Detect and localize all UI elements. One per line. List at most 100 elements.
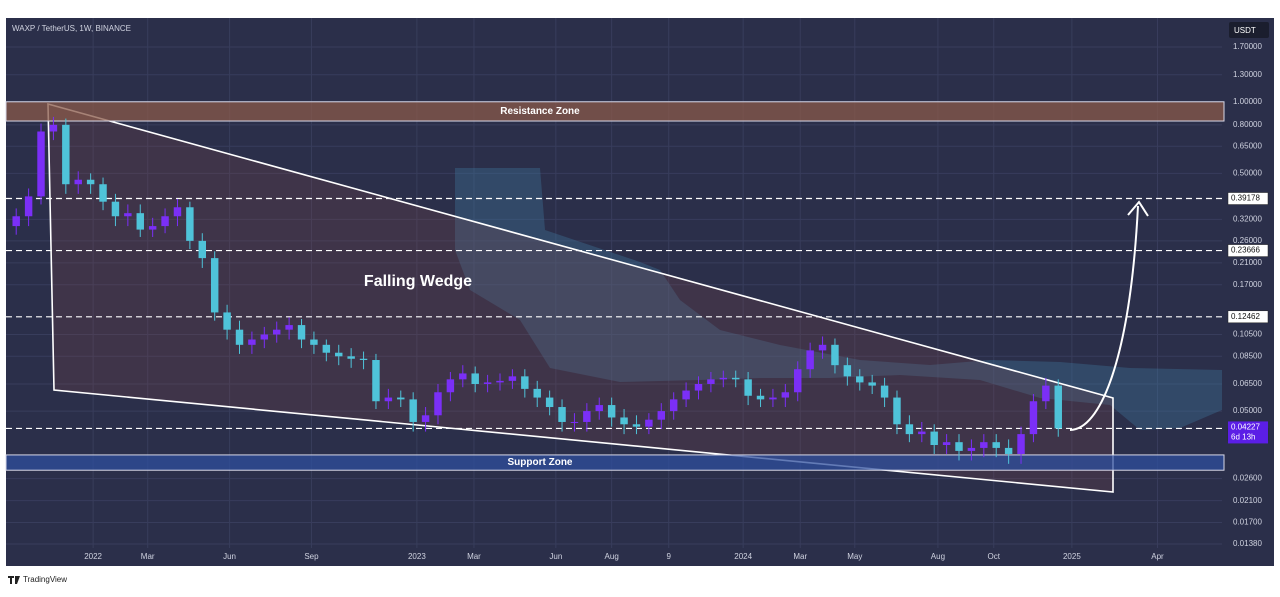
candle-body: [434, 392, 442, 416]
candle-body: [248, 339, 256, 345]
candle-body: [1029, 401, 1038, 435]
candle-body: [607, 405, 616, 418]
zones: Resistance Zone Support Zone: [5, 101, 1225, 471]
candle-body: [521, 376, 529, 389]
currency-box: [1229, 22, 1269, 38]
candle-body: [74, 179, 82, 185]
candle-body: [111, 201, 120, 217]
candle-body: [806, 350, 814, 370]
y-tick-label: 0.26000: [1233, 236, 1262, 245]
candle-body: [12, 216, 20, 227]
candle-body: [161, 216, 169, 227]
candle-body: [992, 442, 1000, 448]
candle-body: [272, 329, 281, 335]
chart-title: WAXP / TetherUS, 1W, BINANCE: [12, 24, 131, 33]
y-tick-label: 0.05000: [1233, 406, 1262, 415]
candle-body: [335, 352, 343, 357]
price-label: 0.12462: [1231, 312, 1260, 321]
candle-body: [756, 395, 765, 400]
y-tick-label: 0.50000: [1233, 168, 1262, 177]
price-label: 0.39178: [1231, 194, 1260, 203]
countdown: 6d 13h: [1231, 433, 1255, 442]
candle-body: [893, 397, 901, 425]
x-tick-label: Apr: [1151, 552, 1164, 561]
candle-body: [595, 405, 603, 412]
candle-body: [645, 419, 653, 427]
candle-body: [694, 383, 703, 391]
y-tick-label: 0.65000: [1233, 141, 1262, 150]
candle-body: [868, 382, 876, 386]
price-label-bg: [1227, 192, 1269, 205]
y-tick-label: 1.00000: [1233, 97, 1262, 106]
x-tick-label: Aug: [605, 552, 619, 561]
candle-body: [124, 213, 132, 217]
candles: [12, 116, 1062, 464]
y-tick-label: 0.17000: [1233, 280, 1262, 289]
candle-body: [533, 388, 541, 398]
candle-body: [583, 411, 591, 422]
candle-body: [397, 397, 405, 400]
y-tick-label: 0.08500: [1233, 351, 1262, 360]
candle-body: [570, 421, 579, 423]
x-tick-label: 2022: [84, 552, 102, 561]
candle-body: [223, 312, 231, 330]
footer: TradingView: [23, 575, 67, 584]
y-tick-label: 0.01700: [1233, 518, 1262, 527]
y-tick-label: 0.10500: [1233, 330, 1262, 339]
candle-body: [260, 334, 269, 340]
candle-body: [856, 376, 864, 383]
candle-body: [421, 415, 430, 422]
candle-body: [384, 397, 393, 402]
price-label-bg: [1227, 310, 1269, 324]
candle-body: [818, 344, 827, 351]
x-tick-label: Mar: [141, 552, 155, 561]
y-tick-label: 1.70000: [1233, 42, 1262, 51]
candle-body: [372, 360, 380, 402]
x-tick-label: Jun: [223, 552, 236, 561]
candle-body: [831, 344, 839, 366]
candle-body: [707, 379, 715, 384]
y-tick-label: 0.21000: [1233, 258, 1262, 267]
x-tick-label: Oct: [988, 552, 1001, 561]
logo: [8, 576, 20, 584]
candle-body: [471, 373, 479, 384]
x-tick-label: 2024: [734, 552, 752, 561]
y-tick-label: 0.06500: [1233, 379, 1262, 388]
candle-body: [955, 442, 963, 451]
candle-body: [769, 397, 777, 400]
x-tick-label: Sep: [304, 552, 319, 561]
candle-body: [198, 240, 207, 259]
candle-body: [843, 365, 852, 377]
candle-body: [1054, 385, 1062, 429]
candle-body: [880, 385, 889, 398]
falling-wedge: [47, 102, 1114, 493]
candle-body: [49, 124, 58, 132]
price-label: 0.23666: [1231, 246, 1260, 255]
candle-body: [310, 339, 318, 345]
candle-body: [37, 131, 45, 197]
candle-body: [930, 431, 938, 446]
candle-body: [235, 329, 244, 345]
y-tick-label: 0.02100: [1233, 496, 1262, 505]
last-price-bg: [1228, 421, 1268, 444]
candle-body: [558, 407, 566, 422]
candle-body: [173, 207, 182, 217]
candle-body: [781, 392, 790, 398]
candle-body: [508, 376, 517, 381]
y-tick-label: 0.80000: [1233, 120, 1262, 129]
x-tick-label: 9: [666, 552, 671, 561]
candle-body: [148, 226, 157, 230]
candle-body: [459, 373, 467, 380]
x-tick-label: 2023: [408, 552, 426, 561]
candle-body: [347, 356, 355, 359]
candle-body: [186, 207, 194, 241]
candle-body: [297, 325, 306, 340]
x-tick-label: Mar: [467, 552, 481, 561]
candle-body: [409, 399, 417, 422]
candle-body: [545, 397, 554, 408]
zone-label: Resistance Zone: [500, 106, 580, 117]
candle-body: [285, 325, 293, 330]
